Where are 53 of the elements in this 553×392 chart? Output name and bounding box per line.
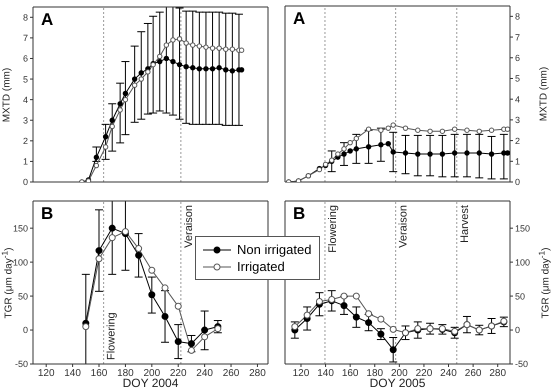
y2-tick-label: 0	[515, 325, 520, 336]
chart-title: B	[293, 204, 306, 224]
x-tick-label: 160	[342, 368, 359, 380]
y2-tick-label: 7	[515, 32, 520, 42]
x-tick-label: 140	[64, 368, 82, 380]
y-tick-label: 6	[22, 54, 28, 64]
y2-tick-label: 100	[515, 257, 530, 268]
y-tick-label: 5	[22, 74, 28, 84]
y-tick-label: 4	[22, 94, 28, 105]
x-tick-label: 260	[464, 368, 482, 380]
y2-tick-label: 3	[515, 115, 520, 126]
y-tick-label: 2	[22, 136, 28, 146]
legend-label: Irrigated	[237, 258, 285, 275]
y2-tick-label: 50	[515, 291, 526, 302]
chart-title: A	[293, 9, 306, 29]
y-tick-label: 100	[12, 257, 28, 268]
y2-tick-label: 0	[515, 177, 520, 188]
y-tick-label: 150	[12, 223, 28, 234]
legend-label: Non irrigated	[237, 241, 312, 258]
y2-axis-title: MXTD (mm)	[538, 66, 550, 122]
y2-tick-label: 8	[515, 12, 520, 22]
y-tick-label: 1	[22, 156, 28, 167]
x-tick-label: 120	[38, 368, 55, 380]
x-tick-label: 120	[292, 368, 310, 380]
x-tick-label: 280	[489, 368, 506, 380]
ref-line-label: Harvest	[458, 205, 471, 243]
y2-tick-label: -50	[515, 359, 528, 370]
y2-tick-label: 5	[515, 74, 520, 84]
y2-tick-label: 150	[515, 223, 530, 234]
y-tick-label: 50	[18, 291, 28, 302]
y-tick-label: 8	[22, 12, 28, 22]
y2-tick-label: 6	[515, 52, 520, 63]
y2-tick-label: 4	[515, 94, 520, 104]
y-tick-label: -50	[14, 359, 28, 370]
y-tick-label: 0	[22, 325, 28, 336]
x-tick-label: 160	[90, 368, 108, 380]
x-tick-label: 240	[440, 368, 458, 380]
x-tick-label: 240	[196, 368, 214, 380]
x-tick-label: 280	[249, 368, 266, 380]
y2-tick-label: 2	[515, 136, 520, 146]
y-axis-title: MXTD (mm)	[2, 67, 12, 122]
chart-title: B	[41, 204, 54, 224]
ref-line-label: Flowering	[326, 205, 339, 253]
y-tick-label: 0	[22, 177, 28, 188]
chart-title: A	[41, 10, 54, 30]
y-tick-label: 7	[22, 33, 28, 44]
x-tick-label: 140	[317, 368, 334, 380]
ref-line-label: Veraison	[398, 205, 410, 248]
x-tick-label: 260	[222, 368, 240, 380]
ref-line-label: Veraison	[182, 205, 195, 248]
y2-tick-label: 1	[515, 156, 520, 166]
y-tick-label: 3	[22, 115, 28, 126]
ref-line-label: Flowering	[106, 312, 118, 360]
